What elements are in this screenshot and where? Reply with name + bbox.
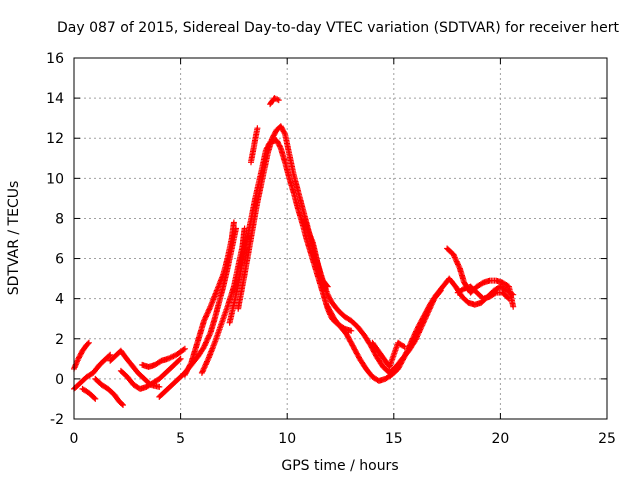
y-tick-label: 0: [55, 372, 64, 388]
data-marker-group: [444, 245, 517, 310]
chart-title: Day 087 of 2015, Sidereal Day-to-day VTE…: [57, 20, 619, 36]
plot-frame: [73, 57, 608, 420]
y-tick-label: 16: [46, 51, 64, 67]
data-marker-group: [369, 339, 408, 370]
data-marker-group: [248, 125, 261, 166]
data-marker-group: [301, 217, 331, 290]
data-marker-group: [267, 95, 282, 108]
x-tick-label: 15: [385, 431, 403, 447]
x-tick-label: 20: [491, 431, 509, 447]
x-tick-label: 5: [176, 431, 185, 447]
y-tick-label: 10: [46, 171, 64, 187]
data-marker-group: [181, 219, 237, 378]
x-axis-label: GPS time / hours: [281, 458, 398, 474]
x-tick-label: 0: [70, 431, 79, 447]
data-marker-group: [117, 355, 184, 392]
data-marker-group: [139, 345, 188, 370]
y-tick-label: 12: [46, 131, 64, 147]
data-marker-group: [79, 385, 99, 402]
data-marker-group: [92, 375, 126, 408]
x-tick-label: 10: [278, 431, 296, 447]
y-tick-label: 2: [55, 332, 64, 348]
tick-layer: 0 5 10 15 20 25 -2 0 2 4 6 8 10 12 14 16: [46, 51, 616, 447]
y-tick-label: 8: [55, 211, 64, 227]
x-tick-label: 25: [598, 431, 616, 447]
y-tick-label: 4: [55, 292, 64, 308]
data-marker-group: [198, 225, 248, 376]
data-marker-group: [454, 283, 512, 302]
y-tick-label: 6: [55, 252, 64, 268]
data-layer: [71, 95, 517, 408]
y-axis-label: SDTVAR / TECUs: [6, 181, 22, 296]
y-tick-label: 14: [46, 91, 64, 107]
grid-layer: [74, 58, 607, 419]
y-tick-label: -2: [50, 412, 64, 428]
